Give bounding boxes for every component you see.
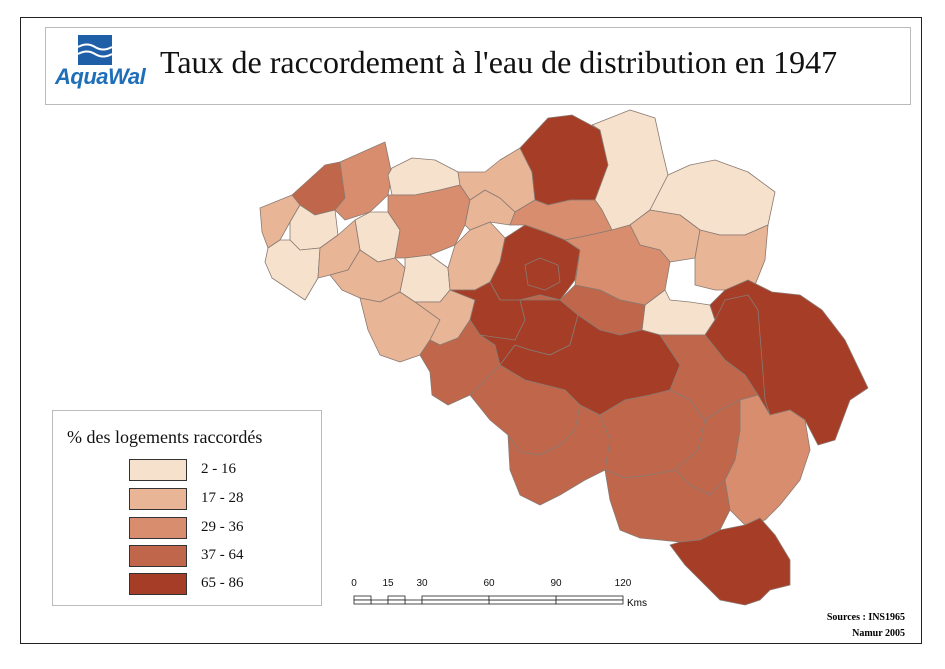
map-region: [694, 224, 769, 291]
scale-tick-label: 0: [351, 578, 357, 589]
map-frame: [20, 17, 922, 644]
scale-tick-label: 30: [416, 578, 428, 589]
map-region: [264, 239, 321, 301]
map-region: [524, 257, 561, 291]
map-region: [259, 194, 301, 249]
logo-text: AquaWal: [55, 64, 146, 89]
scale-bar: 0 15 30 60 90 120 Kms: [340, 578, 647, 618]
scale-tick-label: 120: [614, 578, 632, 589]
legend-label: 37 - 64: [201, 547, 244, 563]
scale-tick-label: 15: [382, 578, 394, 589]
legend-label: 65 - 86: [201, 575, 244, 591]
map-region: [604, 469, 731, 543]
legend-label: 2 - 16: [201, 461, 236, 477]
sources-note: Sources : INS1965 Namur 2005: [827, 610, 905, 642]
legend: % des logements raccordés 2 - 16 17 - 28…: [52, 410, 322, 606]
scale-tick-label: 60: [483, 578, 495, 589]
scale-bar-graphic: [353, 595, 624, 605]
map-region: [399, 254, 451, 303]
legend-swatch: [129, 459, 187, 481]
scale-tick-label: 90: [550, 578, 562, 589]
legend-swatch: [129, 517, 187, 539]
title-box: [45, 27, 911, 105]
legend-label: 29 - 36: [201, 519, 244, 535]
scale-unit: Kms: [627, 598, 647, 609]
map-region: [334, 141, 393, 221]
legend-title: % des logements raccordés: [67, 427, 263, 447]
legend-swatch: [129, 573, 187, 595]
aquawal-logo-icon: [77, 35, 113, 65]
map-region: [669, 517, 791, 606]
page-title: Taux de raccordement à l'eau de distribu…: [160, 44, 838, 80]
legend-swatch: [129, 545, 187, 567]
sources-date: Namur 2005: [852, 628, 905, 639]
sources-line: Sources : INS1965: [826, 612, 905, 623]
legend-label: 17 - 28: [201, 490, 244, 506]
legend-swatch: [129, 488, 187, 510]
